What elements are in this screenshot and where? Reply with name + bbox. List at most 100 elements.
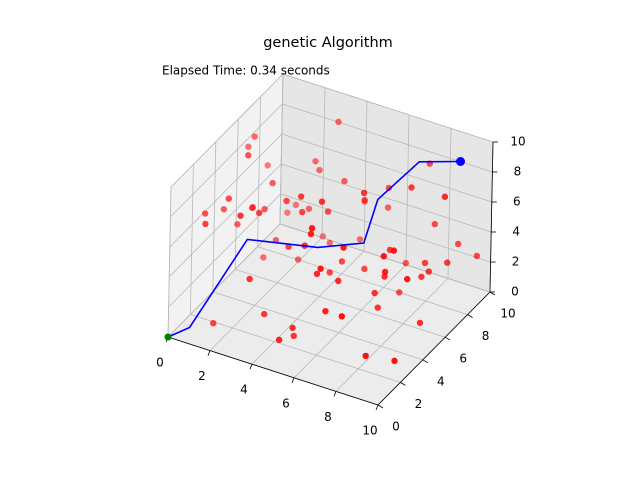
point xyxy=(234,221,241,228)
point xyxy=(308,225,316,232)
point xyxy=(251,133,258,140)
point xyxy=(275,336,283,344)
point xyxy=(374,304,381,311)
x-grid-line xyxy=(293,264,407,379)
point xyxy=(403,275,411,283)
point xyxy=(340,244,347,251)
point xyxy=(418,273,425,280)
point xyxy=(454,240,462,248)
point xyxy=(245,143,252,150)
point xyxy=(307,230,315,238)
point xyxy=(290,332,297,340)
x-tick-label: 8 xyxy=(324,410,332,424)
z-grid-line xyxy=(281,133,492,203)
point xyxy=(371,289,378,297)
point xyxy=(201,210,209,217)
point xyxy=(312,158,319,165)
point xyxy=(225,195,233,202)
point xyxy=(299,208,306,216)
x-axis xyxy=(167,336,379,406)
x-tick-label: 10 xyxy=(362,424,377,438)
point xyxy=(245,152,252,159)
point xyxy=(408,184,415,191)
z-tick-label: 2 xyxy=(512,255,520,269)
z-tick-label: 0 xyxy=(511,285,519,299)
y-grid-line xyxy=(212,291,423,361)
point xyxy=(391,357,398,365)
point xyxy=(298,193,305,200)
y-grid-line xyxy=(235,268,446,338)
point xyxy=(269,179,276,187)
point xyxy=(210,320,217,327)
y-grid-line xyxy=(257,246,468,315)
point xyxy=(264,162,271,169)
x-tick-label: 0 xyxy=(156,356,164,370)
z-axis xyxy=(489,141,494,293)
point xyxy=(283,197,290,205)
z-tick-label: 8 xyxy=(514,165,522,179)
x-grid-line xyxy=(335,278,449,392)
route-line xyxy=(167,160,461,338)
y-grid-line xyxy=(190,314,401,383)
point xyxy=(396,289,403,296)
y-tick-label: 6 xyxy=(459,352,467,366)
x-grid-line xyxy=(447,128,452,279)
point xyxy=(425,268,432,275)
point xyxy=(421,259,429,267)
x-tick xyxy=(249,364,253,370)
point xyxy=(441,193,449,200)
x-tick-label: 2 xyxy=(198,369,206,383)
z-grid-line xyxy=(170,103,283,218)
z-tick-label: 10 xyxy=(510,135,525,149)
point xyxy=(324,208,332,215)
point xyxy=(444,259,451,266)
point xyxy=(317,265,324,272)
point xyxy=(237,212,244,219)
y-tick xyxy=(444,336,451,341)
y-grid-line xyxy=(279,73,284,225)
point xyxy=(326,239,333,247)
point xyxy=(202,220,209,228)
x-tick xyxy=(375,404,379,411)
point xyxy=(385,184,392,192)
point xyxy=(220,206,228,213)
z-grid-line xyxy=(167,223,281,338)
point xyxy=(335,277,342,285)
chart-title: genetic Algorithm xyxy=(263,35,393,51)
z-grid-line xyxy=(169,133,283,248)
point xyxy=(255,209,263,217)
point xyxy=(360,189,368,197)
point xyxy=(285,243,292,250)
point xyxy=(261,310,268,318)
z-grid-line xyxy=(281,163,492,233)
point xyxy=(356,236,364,243)
point xyxy=(362,352,369,360)
point xyxy=(456,157,465,166)
point xyxy=(335,118,342,126)
point xyxy=(164,333,172,341)
point xyxy=(319,233,327,240)
point xyxy=(473,252,481,260)
point xyxy=(384,204,392,211)
z-tick-label: 6 xyxy=(513,195,521,209)
y-tick xyxy=(422,359,429,364)
y-tick-label: 8 xyxy=(482,329,490,343)
point xyxy=(381,268,389,276)
point xyxy=(313,270,321,278)
y-tick xyxy=(377,404,384,409)
y-tick xyxy=(400,382,406,386)
z-grid-line xyxy=(282,73,494,143)
x-grid-line xyxy=(363,101,368,252)
z-tick-label: 4 xyxy=(512,225,520,239)
point xyxy=(260,254,267,261)
point xyxy=(402,259,409,267)
point xyxy=(294,256,302,263)
x-tick xyxy=(291,377,295,383)
z-grid-line xyxy=(168,163,282,278)
point xyxy=(380,253,388,260)
point xyxy=(261,205,268,213)
point xyxy=(431,220,439,228)
y-grid-line xyxy=(190,164,194,315)
